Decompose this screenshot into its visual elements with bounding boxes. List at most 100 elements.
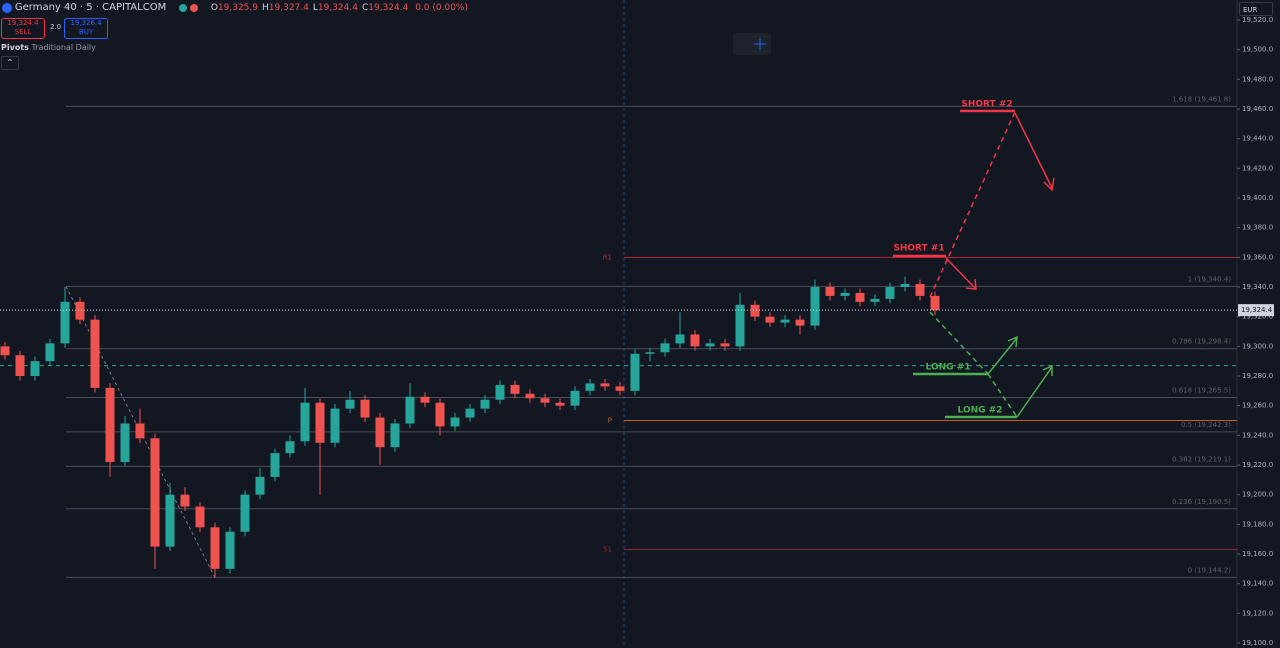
annotation-label: LONG #1 <box>926 363 971 373</box>
candle-body <box>60 301 70 344</box>
candle-body <box>210 527 220 569</box>
arrow-head <box>965 278 977 290</box>
indicator-params: Traditional Daily <box>31 43 96 52</box>
y-tick-label: 19,220.0 <box>1242 461 1273 469</box>
candle-body <box>765 316 775 323</box>
candle-body <box>150 438 160 547</box>
buy-button[interactable]: 19,326.4 BUY <box>64 18 108 39</box>
arrow <box>987 337 1018 375</box>
candle-body <box>615 386 625 391</box>
candle-body <box>600 383 610 387</box>
fib-label: 0.618 (19,265.5) <box>1172 387 1231 395</box>
candle-body <box>0 346 10 356</box>
y-tick-label: 19,140.0 <box>1242 580 1273 588</box>
fib-label: 0.786 (19,298.4) <box>1172 338 1231 346</box>
candle-body <box>675 334 685 344</box>
y-tick-label: 19,180.0 <box>1242 520 1273 528</box>
y-tick-label: 19,320.0 <box>1242 313 1273 321</box>
indicator-legend: Pivots Traditional Daily <box>1 43 96 52</box>
y-tick-label: 19,160.0 <box>1242 550 1273 558</box>
y-tick-label: 19,400.0 <box>1242 194 1273 202</box>
annotation-short-1: SHORT #1 <box>893 244 977 290</box>
ohlc-key: L <box>312 3 318 13</box>
candle-body <box>420 396 430 403</box>
last-price-box <box>1238 304 1274 317</box>
candle-body <box>195 506 205 528</box>
y-tick-label: 19,240.0 <box>1242 431 1273 439</box>
symbol[interactable]: Germany 40 · 5 · CAPITALCOM <box>14 2 167 13</box>
sell-button[interactable]: 19,324.4 SELL <box>1 18 45 39</box>
candle-body <box>810 287 820 326</box>
candle-body <box>180 494 190 507</box>
candle-body <box>345 399 355 409</box>
candle-body <box>90 319 100 388</box>
candle-body <box>120 423 130 463</box>
ohlc-key: H <box>262 3 269 13</box>
candle-body <box>435 402 445 427</box>
candle-body <box>840 292 850 296</box>
symbol-header: Germany 40 · 5 · CAPITALCOM O19,325.9 H19… <box>2 2 468 13</box>
fib-label: 1.618 (19,461.8) <box>1172 95 1231 103</box>
status-dot <box>179 3 188 12</box>
candle-body <box>660 343 670 353</box>
annotation-label: LONG #2 <box>958 406 1003 416</box>
candle-body <box>165 494 175 547</box>
change: 0.0 (0.00%) <box>415 3 468 13</box>
candle-body <box>630 353 640 391</box>
indicator-name: Pivots <box>1 43 29 52</box>
candle-body <box>240 494 250 532</box>
candle-body <box>30 361 40 376</box>
candle-body <box>915 284 925 296</box>
candle-body <box>795 319 805 326</box>
y-tick-label: 19,100.0 <box>1242 639 1273 647</box>
candle-body <box>690 334 700 347</box>
candle-body <box>645 352 655 354</box>
pivot-label: R1 <box>603 253 612 261</box>
pivot-label: P <box>608 417 612 425</box>
buy-price: 19,326.4 <box>70 19 102 27</box>
collapse-button[interactable]: ⌃ <box>1 56 19 70</box>
candle-body <box>375 417 385 448</box>
floating-toolbar[interactable] <box>733 33 771 55</box>
candle-body <box>750 304 760 317</box>
candle-body <box>870 298 880 302</box>
candle-body <box>285 441 295 454</box>
buy-label: BUY <box>78 28 94 36</box>
sell-label: SELL <box>14 28 32 36</box>
candle-body <box>75 301 85 320</box>
currency-button[interactable]: EUR <box>1239 2 1273 16</box>
fib-label: 0.382 (19,219.1) <box>1172 455 1231 463</box>
annotation-long-1: LONG #1 <box>913 311 1018 376</box>
y-tick-label: 19,460.0 <box>1242 105 1273 113</box>
annotation-label: SHORT #2 <box>961 100 1012 110</box>
candle-body <box>480 399 490 409</box>
candle-body <box>900 284 910 287</box>
candle-body <box>255 476 265 495</box>
candle-body <box>390 423 400 448</box>
candle-body <box>330 408 340 443</box>
candle-body <box>300 402 310 442</box>
candle-body <box>510 384 520 394</box>
sell-price: 19,324.4 <box>7 19 39 27</box>
candle-body <box>570 390 580 406</box>
ohlc-key: C <box>361 3 369 13</box>
ohlc: O19,325.9 H19,327.4 L19,324.4 C19,324.4 <box>211 3 413 13</box>
y-tick-label: 19,520.0 <box>1242 16 1273 24</box>
arrow <box>1014 112 1053 189</box>
candle-body <box>315 402 325 443</box>
candle-body <box>525 393 535 399</box>
candle-body <box>930 295 940 311</box>
candle-body <box>45 343 55 362</box>
candle-body <box>885 287 895 299</box>
candle-body <box>720 343 730 347</box>
candle-body <box>555 402 565 406</box>
ohlc-value: 19,325.9 <box>217 3 258 13</box>
y-tick-label: 19,480.0 <box>1242 75 1273 83</box>
arrow <box>945 257 976 289</box>
candle-body <box>270 453 280 477</box>
y-tick-label: 19,440.0 <box>1242 135 1273 143</box>
y-tick-label: 19,280.0 <box>1242 372 1273 380</box>
candle-body <box>540 398 550 403</box>
